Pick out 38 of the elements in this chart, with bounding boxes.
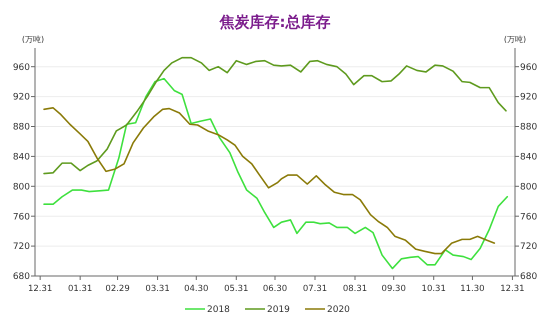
- y2-tick-label: 680: [520, 272, 538, 282]
- y2-tick-label: 920: [520, 92, 538, 103]
- x-tick-label: 10.31: [422, 284, 446, 294]
- y2-tick-label: 840: [520, 152, 538, 163]
- x-tick-label: 06.30: [262, 284, 288, 294]
- x-tick-label: 03.31: [145, 284, 170, 294]
- y2-tick-label: 720: [520, 242, 538, 252]
- x-tick-label: 09.30: [382, 284, 406, 294]
- chart-title: 焦炭库存:总库存: [218, 13, 330, 31]
- legend-label: 2019: [267, 305, 290, 316]
- y-tick-label: 760: [12, 212, 30, 222]
- y-tick-label: 800: [12, 182, 30, 192]
- y-tick-label: 720: [12, 242, 30, 252]
- x-tick-label: 05.31: [224, 284, 248, 294]
- x-tick-label: 02.29: [105, 284, 130, 294]
- y2-axis-title: (万吨): [504, 35, 526, 44]
- x-tick-label: 07.31: [302, 284, 328, 294]
- line-series: [43, 107, 496, 254]
- y2-tick-label: 960: [520, 62, 538, 73]
- x-tick-label: 12.31: [500, 284, 525, 294]
- line-series: [43, 56, 507, 174]
- y-tick-label: 880: [12, 122, 30, 133]
- x-tick-label: 04.30: [184, 284, 208, 294]
- y2-tick-label: 800: [520, 182, 538, 192]
- y-tick-label: 680: [12, 272, 30, 282]
- y-tick-label: 840: [12, 152, 30, 163]
- y2-tick-label: 880: [520, 122, 538, 133]
- y-axis-title: (万吨): [22, 35, 44, 44]
- x-tick-label: 12.31: [28, 284, 52, 294]
- line-series: [43, 78, 508, 270]
- x-tick-label: 11.30: [460, 284, 485, 294]
- legend-label: 2020: [327, 305, 350, 316]
- y-tick-label: 920: [12, 92, 30, 103]
- x-tick-label: 01.31: [68, 284, 92, 294]
- legend-label: 2018: [207, 305, 230, 316]
- x-tick-label: 08.31: [342, 284, 368, 294]
- y2-tick-label: 760: [520, 212, 538, 222]
- y-tick-label: 960: [12, 62, 30, 73]
